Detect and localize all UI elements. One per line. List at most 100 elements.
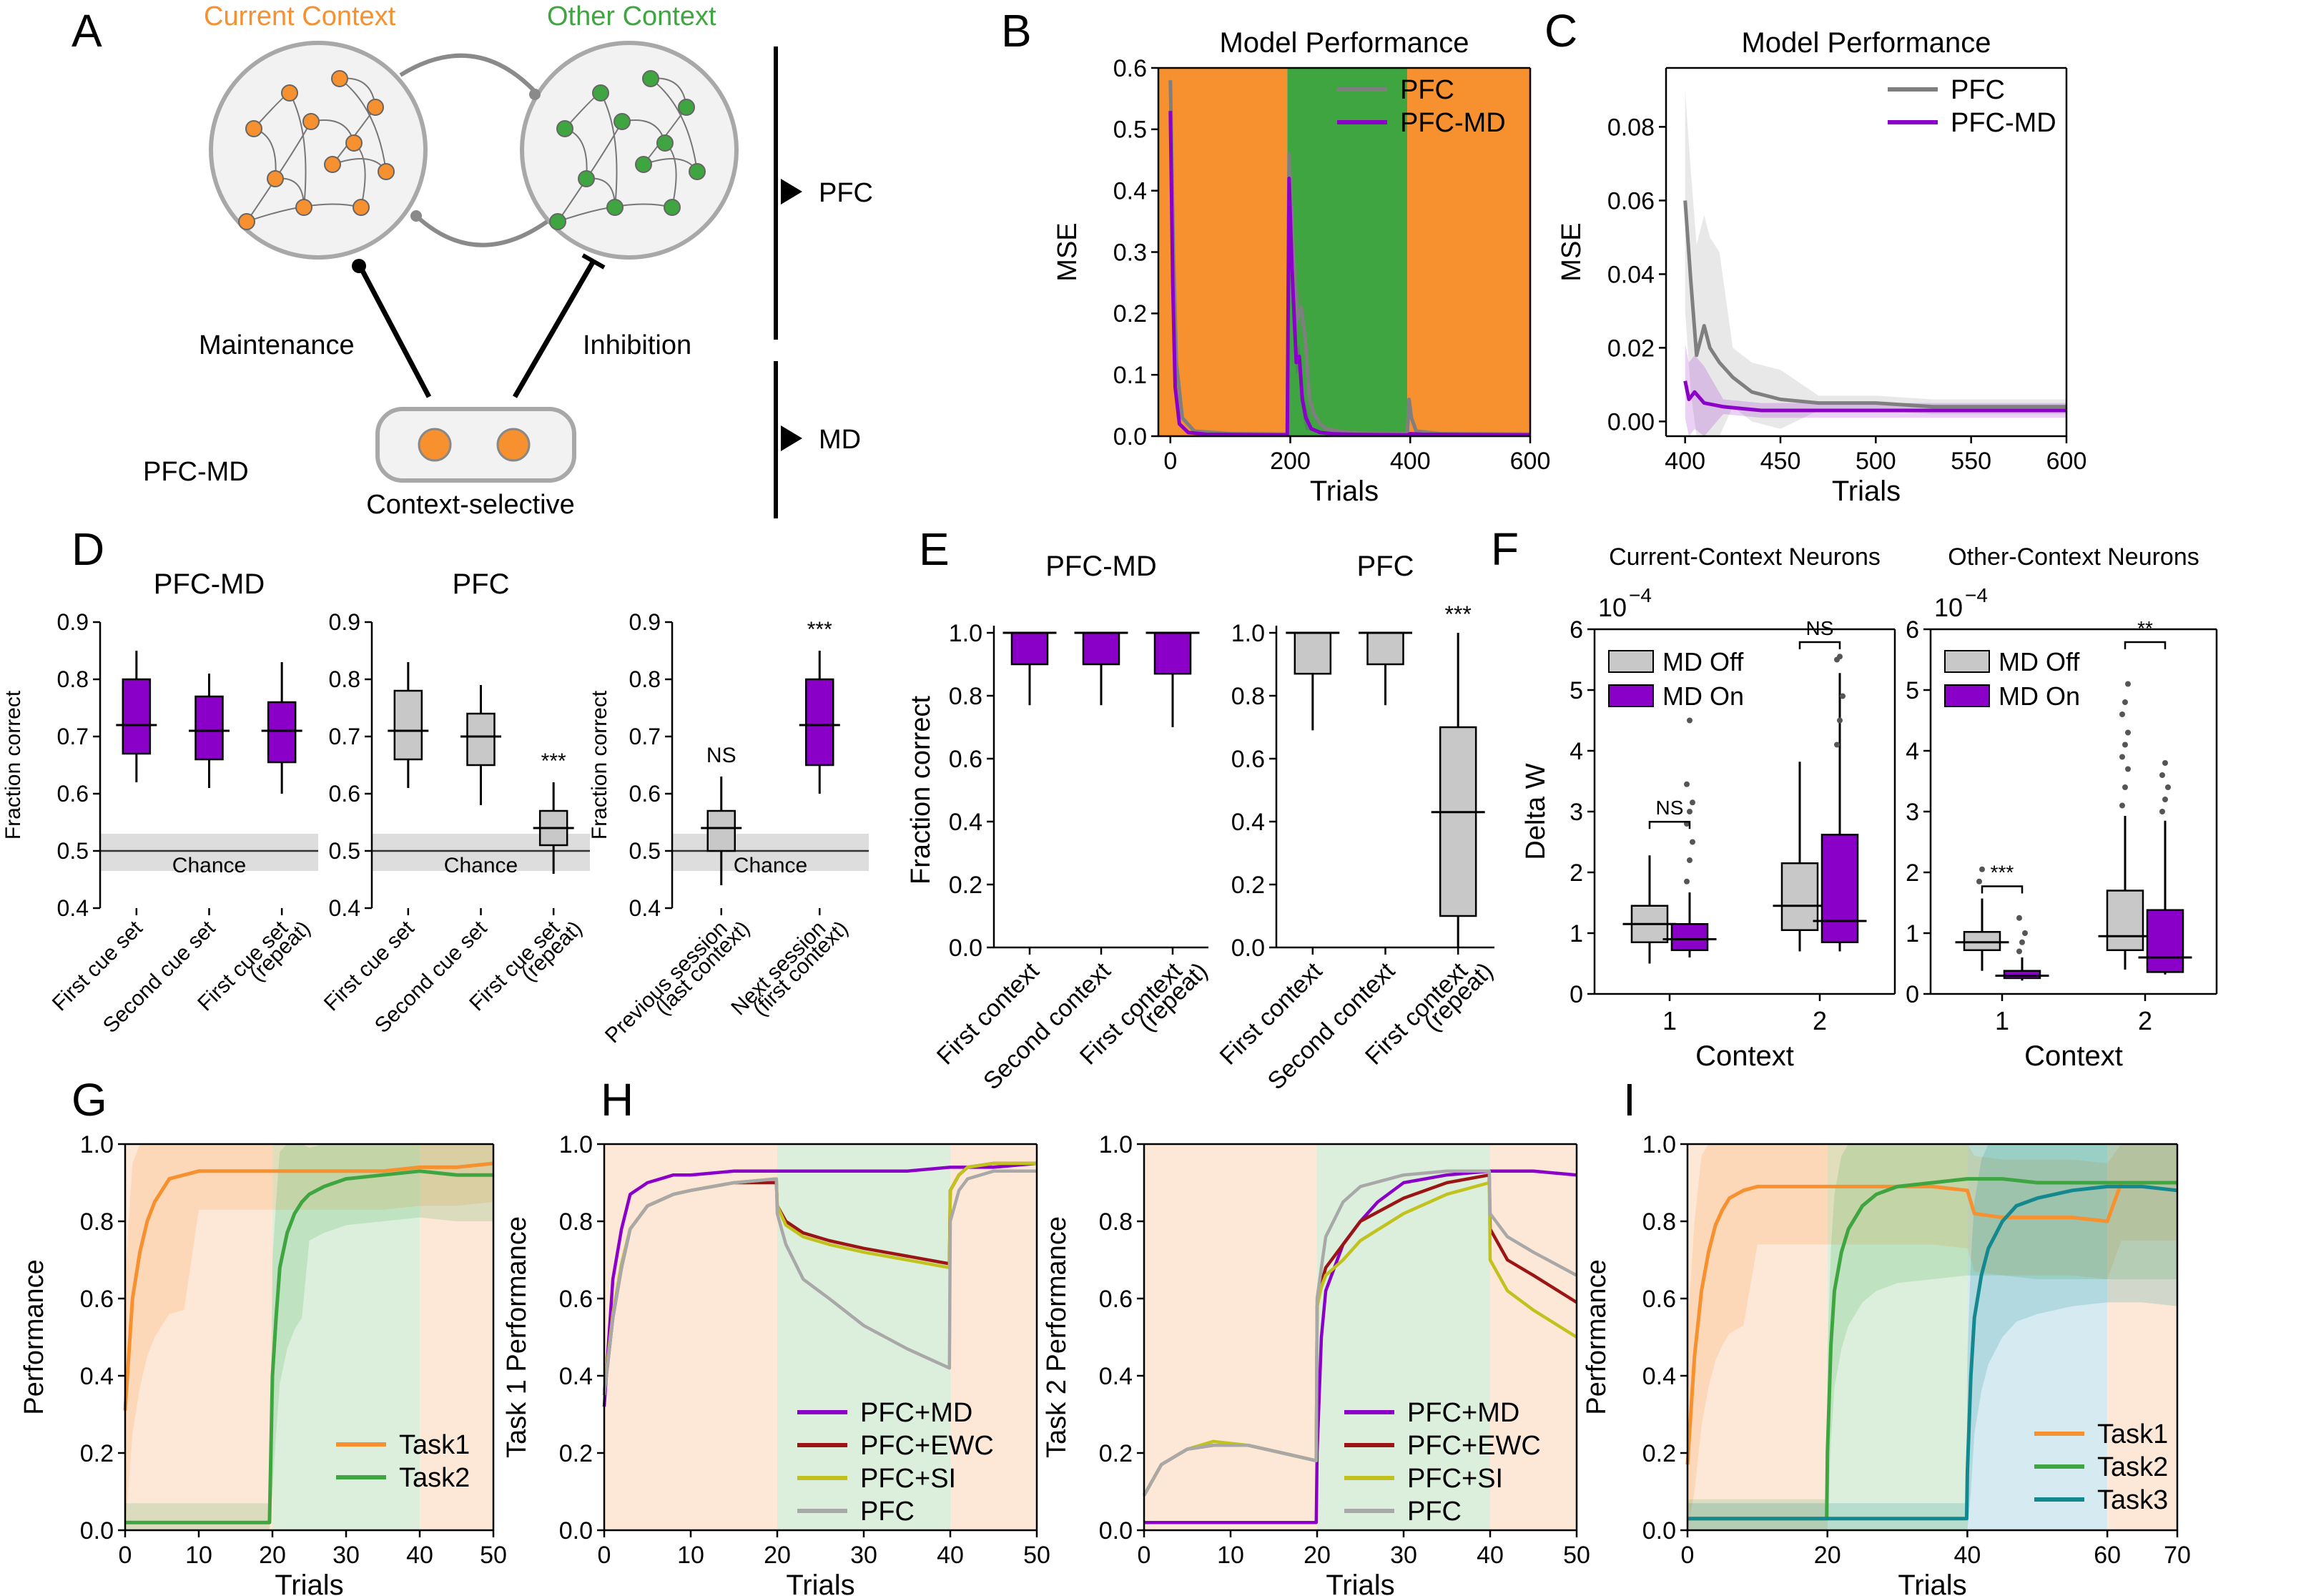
x-tick-label: 2	[1813, 1006, 1827, 1035]
x-tick-label: 20	[259, 1542, 286, 1569]
y-tick-label: 0.7	[629, 724, 661, 749]
significance-bracket	[1798, 641, 1841, 649]
context-band	[1317, 1144, 1490, 1530]
synapse	[246, 121, 312, 222]
neuron	[378, 163, 395, 180]
chance-label: Chance	[172, 854, 246, 877]
outlier	[2165, 784, 2171, 790]
y-tick-label: 0.0	[949, 935, 982, 962]
box	[1082, 631, 1120, 666]
chart-h: 0.0 0.2 0.4 0.6 0.8 1.0 0 10 20 30 40 50 Trials Task …	[502, 1131, 1050, 1596]
x-axis-label: Trials	[1832, 476, 1901, 507]
y-tick-label: 0.4	[1099, 1363, 1133, 1390]
legend-label: PFC	[1951, 75, 2005, 105]
legend-label: PFC+MD	[1407, 1398, 1519, 1428]
series-line	[602, 1169, 1037, 1396]
y-tick-label: 0.1	[1113, 362, 1147, 389]
series-line	[1168, 80, 1531, 436]
outlier	[2022, 930, 2028, 936]
x-tick-label: 550	[1951, 448, 1991, 475]
md-arrow-icon	[781, 425, 802, 451]
error-band	[1687, 1144, 2177, 1530]
x-tick-label: 600	[1510, 448, 1551, 475]
synapse	[289, 92, 307, 208]
legend-swatch	[1608, 650, 1654, 673]
subplot-title: Other-Context Neurons	[1948, 543, 2199, 571]
neuron	[664, 199, 681, 216]
y-tick-label: 0.8	[1231, 683, 1265, 710]
context-selective-label: Context-selective	[366, 490, 574, 520]
legend-label: Task2	[2097, 1452, 2168, 1482]
outlier	[1834, 742, 1840, 748]
series-line	[1683, 200, 2066, 409]
outlier	[2119, 754, 2125, 760]
neuron	[678, 99, 695, 116]
x-tick-label: 0	[1681, 1542, 1695, 1569]
other-context-label: Other Context	[547, 1, 716, 31]
inhibition-terminal	[581, 253, 606, 270]
outlier	[2016, 915, 2022, 921]
excitatory-arc	[399, 53, 538, 95]
y-tick-label: 4	[1906, 738, 1919, 765]
y-tick-label: 2	[1570, 859, 1583, 887]
legend-swatch	[1944, 650, 1990, 673]
neuron	[302, 113, 320, 130]
panel-letter-f: F	[1491, 523, 1519, 575]
y-tick-label: 0.6	[329, 781, 360, 807]
significance-label: **	[2137, 617, 2153, 639]
outlier	[1837, 654, 1843, 660]
y-tick-label: 0.3	[1113, 239, 1147, 266]
x-tick-label: 50	[1023, 1542, 1050, 1569]
y-tick-label: 1.0	[80, 1131, 114, 1158]
box	[1820, 834, 1859, 944]
error-band	[1685, 344, 2066, 436]
neuron	[549, 213, 566, 230]
chart-title: Model Performance	[1741, 27, 1991, 59]
x-tick-label: 10	[1217, 1542, 1244, 1569]
x-tick-label: 40	[937, 1542, 964, 1569]
box	[1780, 862, 1819, 931]
y-tick-label: 0.5	[1113, 117, 1147, 144]
inhibition-connection	[512, 260, 596, 398]
y-tick-label: 0.2	[949, 872, 982, 899]
box	[1153, 631, 1192, 675]
y-tick-label: 0.7	[57, 724, 89, 749]
x-tick-label: 1	[1662, 1006, 1677, 1035]
legend-label: PFC+EWC	[1407, 1431, 1541, 1461]
legend-label: Task3	[2097, 1485, 2168, 1515]
outlier	[1690, 799, 1695, 806]
neuron	[331, 70, 348, 87]
outlier	[1976, 878, 1982, 885]
legend-label: Task1	[2097, 1419, 2168, 1449]
series-line	[1687, 1184, 2178, 1521]
exponent-base: 10	[1934, 593, 1963, 622]
x-tick-label: 40	[406, 1542, 433, 1569]
context-band	[420, 1144, 493, 1530]
current-context-circle	[209, 41, 428, 260]
panel-letter-b: B	[1001, 5, 1032, 56]
y-tick-label: 0.6	[629, 781, 661, 807]
legend-label: MD On	[1999, 681, 2080, 711]
model-label: PFC-MD	[143, 457, 249, 487]
pfc-arrow-icon	[781, 179, 802, 205]
outlier	[2125, 766, 2131, 772]
y-tick-label: 0.2	[1113, 300, 1147, 327]
y-axis-label: Fraction correct	[588, 690, 611, 839]
legend-label: PFC+SI	[860, 1464, 956, 1494]
y-tick-label: 0.9	[329, 609, 360, 635]
subplot-title: Current-Context Neurons	[1609, 543, 1881, 571]
other-context-circle	[520, 41, 739, 260]
neuron	[238, 213, 255, 230]
y-tick-label: 0.2	[559, 1440, 593, 1467]
outlier	[2016, 948, 2022, 955]
x-tick-label: 2	[2138, 1006, 2152, 1035]
y-tick-label: 2	[1906, 859, 1919, 887]
y-tick-label: 0.2	[1099, 1440, 1133, 1467]
y-tick-label: 0.4	[57, 895, 89, 921]
subplot-title: PFC-MD	[1045, 551, 1157, 582]
neuron	[614, 113, 631, 130]
y-tick-label: 1.0	[949, 620, 982, 647]
x-tick-label: 20	[1304, 1542, 1331, 1569]
